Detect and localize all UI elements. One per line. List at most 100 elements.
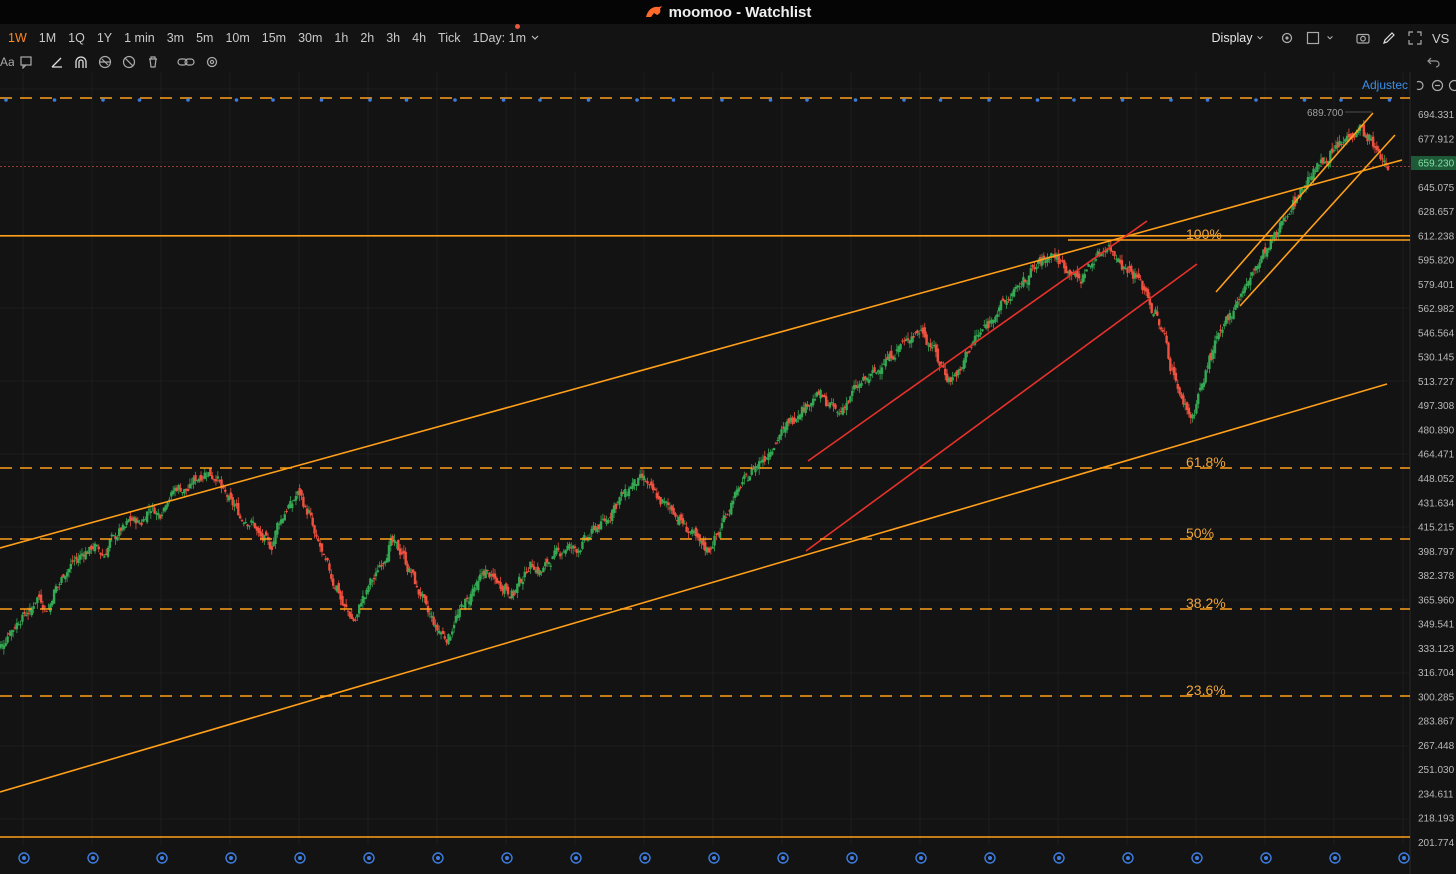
text-tool-icon[interactable]: Aa: [0, 55, 14, 69]
candle-body: [45, 610, 48, 612]
timeframe-5m[interactable]: 5m: [196, 31, 214, 45]
candle-body: [1124, 267, 1127, 269]
event-dot: [1205, 98, 1210, 102]
timeframe-30m[interactable]: 30m: [298, 31, 323, 45]
candle-body: [477, 580, 480, 591]
candle-body: [188, 483, 192, 489]
candle-body: [73, 560, 76, 562]
candle-body: [687, 531, 690, 534]
candle-body: [908, 339, 912, 344]
adjusted-label[interactable]: Adjustec: [1362, 78, 1409, 92]
candle-body: [101, 554, 104, 556]
timeframe-1w[interactable]: 1W: [8, 31, 27, 45]
timeframe-10m[interactable]: 10m: [225, 31, 250, 45]
horizontal-levels: [0, 97, 1410, 838]
checkbox-icon[interactable]: [1306, 31, 1320, 45]
pattern-tool-icon[interactable]: [98, 55, 112, 69]
hide-icon[interactable]: [122, 55, 136, 69]
candle-body: [720, 523, 724, 529]
candle-body: [315, 534, 318, 537]
candle-body: [493, 573, 497, 579]
pencil-icon[interactable]: [1382, 31, 1396, 45]
candle-body: [811, 398, 815, 406]
candle-body: [283, 514, 286, 521]
line-tool-icon[interactable]: [50, 55, 64, 69]
candle-body: [1040, 257, 1044, 266]
candle-body: [423, 594, 426, 598]
candle-body: [1187, 407, 1191, 415]
candle-body: [104, 553, 108, 556]
candle-body: [726, 514, 729, 516]
candle-body: [800, 406, 804, 418]
timeframe-4h[interactable]: 4h: [412, 31, 427, 45]
candle-body: [1308, 177, 1312, 179]
camera-icon[interactable]: [1356, 31, 1370, 45]
candle-body: [75, 556, 78, 560]
timeframe-1-min[interactable]: 1 min: [124, 31, 155, 45]
timeframe-1q[interactable]: 1Q: [68, 31, 85, 45]
gear-icon[interactable]: [1280, 31, 1294, 45]
plus-circle-icon[interactable]: [1448, 79, 1456, 92]
candle-body: [1005, 301, 1008, 305]
candle-body: [864, 376, 867, 380]
trash-icon[interactable]: [146, 55, 160, 69]
display-button[interactable]: Display: [1212, 31, 1264, 45]
timeframe-1h[interactable]: 1h: [334, 31, 349, 45]
timeframe-3m[interactable]: 3m: [166, 31, 185, 45]
timeframe-2h[interactable]: 2h: [360, 31, 375, 45]
candle-body: [506, 586, 510, 595]
candle-body: [713, 535, 716, 546]
chevron-down-icon[interactable]: [1326, 34, 1334, 42]
undo-icon[interactable]: [1427, 55, 1441, 69]
minus-circle-icon[interactable]: [1431, 79, 1444, 92]
candle-body: [914, 332, 917, 334]
candle-body: [802, 407, 806, 412]
candle-body: [43, 606, 46, 608]
event-dot: [1254, 98, 1258, 102]
candle-body: [1256, 265, 1259, 269]
candle-body: [333, 587, 337, 589]
timeframe-tick[interactable]: Tick: [438, 31, 461, 45]
event-marker-core: [1195, 856, 1199, 860]
timeframe-1y[interactable]: 1Y: [96, 31, 113, 45]
candle-body: [305, 508, 309, 515]
candle-body: [1025, 282, 1029, 284]
compare-vs-button[interactable]: VS: [1432, 30, 1450, 46]
candle-body: [24, 614, 28, 616]
candle-body: [722, 515, 726, 523]
arc-tool-icon[interactable]: [74, 55, 88, 69]
candle-body: [138, 522, 141, 524]
candle-body: [793, 417, 796, 422]
candle-body: [858, 383, 861, 388]
candle-body: [469, 594, 473, 606]
candle-body: [1249, 277, 1252, 286]
candle-body: [1321, 157, 1325, 164]
timeframe-3h[interactable]: 3h: [386, 31, 401, 45]
candle-body: [393, 539, 396, 543]
candle-body: [462, 606, 465, 608]
candle-body: [1163, 333, 1166, 335]
expand-icon[interactable]: [1408, 31, 1422, 45]
candlestick-series: 689.700: [0, 108, 1390, 655]
candle-body: [1051, 254, 1055, 256]
candle-body: [558, 553, 562, 557]
settings-icon[interactable]: [205, 55, 219, 69]
candle-body: [406, 563, 409, 572]
collapse-icon[interactable]: [1414, 79, 1427, 92]
timeframe-1m[interactable]: 1M: [38, 31, 57, 45]
candle-body: [140, 522, 143, 526]
link-icon[interactable]: [177, 55, 195, 69]
candle-body: [26, 612, 30, 615]
candle-body: [15, 622, 19, 630]
candle-body: [88, 546, 91, 554]
comment-icon[interactable]: [19, 55, 33, 69]
candle-body: [309, 512, 313, 516]
candle-body: [917, 333, 921, 335]
chevron-down-icon[interactable]: [530, 33, 540, 43]
candle-body: [906, 338, 910, 340]
timeframe-toolbar: 1W 1M 1Q 1Y 1 min 3m 5m 10m 15m 30m 1h 2h 3h 4h Tick 1D…: [0, 26, 1456, 50]
timeframe-1day-1m[interactable]: 1Day: 1m: [472, 31, 527, 45]
timeframe-15m[interactable]: 15m: [261, 31, 287, 45]
candle-body: [1316, 163, 1319, 172]
